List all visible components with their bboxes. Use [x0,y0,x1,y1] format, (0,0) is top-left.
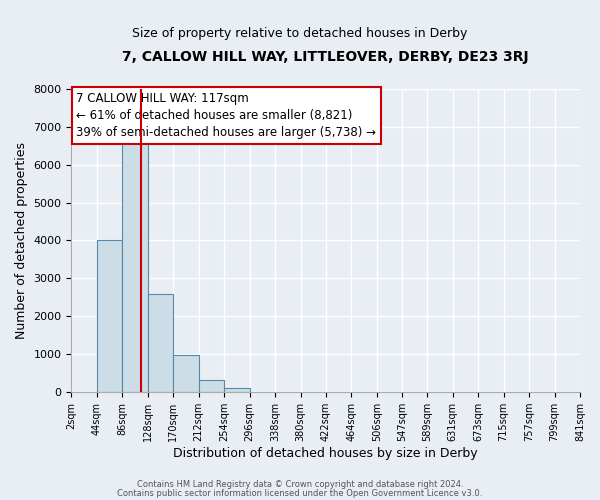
Bar [122,142,148,392]
Text: Contains HM Land Registry data © Crown copyright and database right 2024.: Contains HM Land Registry data © Crown c… [137,480,463,489]
Text: Size of property relative to detached houses in Derby: Size of property relative to detached ho… [133,28,467,40]
Bar [148,294,173,392]
Y-axis label: Number of detached properties: Number of detached properties [15,142,28,339]
Title: 7, CALLOW HILL WAY, LITTLEOVER, DERBY, DE23 3RJ: 7, CALLOW HILL WAY, LITTLEOVER, DERBY, D… [122,50,529,64]
Bar [97,240,122,392]
Text: 7 CALLOW HILL WAY: 117sqm
← 61% of detached houses are smaller (8,821)
39% of se: 7 CALLOW HILL WAY: 117sqm ← 61% of detac… [76,92,376,139]
Text: Contains public sector information licensed under the Open Government Licence v3: Contains public sector information licen… [118,489,482,498]
Bar [199,380,224,392]
X-axis label: Distribution of detached houses by size in Derby: Distribution of detached houses by size … [173,447,478,460]
Bar [224,388,250,392]
Bar [173,355,199,392]
